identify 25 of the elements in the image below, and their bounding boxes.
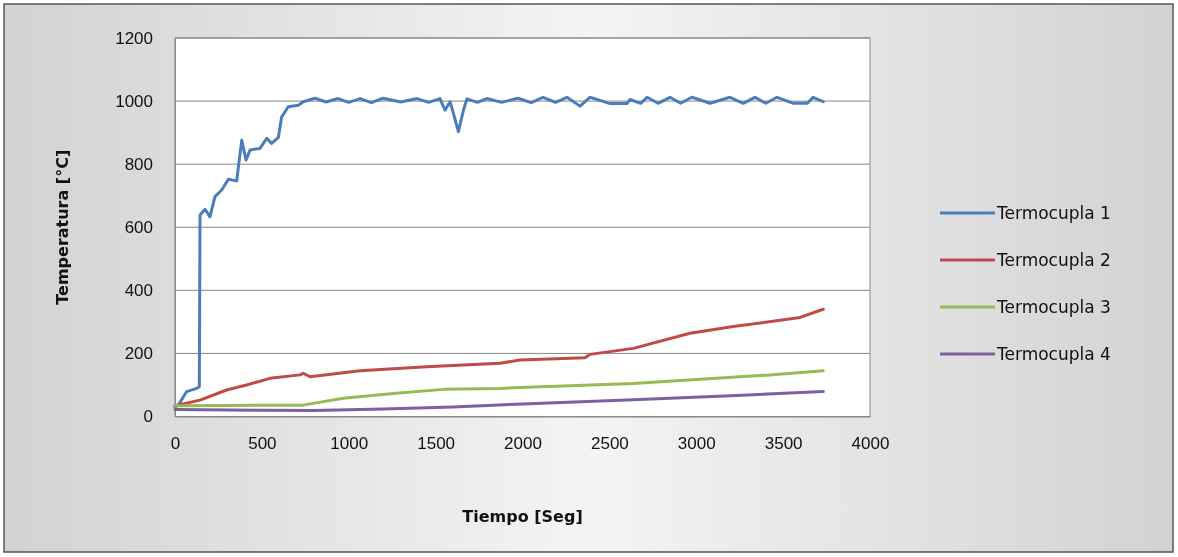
legend-label: Termocupla 4: [996, 343, 1111, 364]
x-axis-title: Tiempo [Seg]: [462, 507, 583, 526]
legend-label: Termocupla 3: [996, 296, 1111, 317]
x-tick-label: 4000: [851, 433, 890, 453]
x-tick-label: 1500: [417, 433, 456, 453]
line-series: [173, 390, 825, 413]
x-tick-label: 2000: [504, 433, 542, 453]
y-axis-title: Temperatura [°C]: [53, 149, 72, 305]
y-tick-label: 0: [143, 407, 153, 427]
legend-label: Termocupla 2: [996, 249, 1111, 270]
x-tick-label: 2500: [590, 433, 629, 453]
x-tick-label: 0: [170, 433, 181, 453]
y-tick-label: 200: [124, 344, 153, 364]
y-tick-label: 600: [124, 218, 153, 238]
x-tick-label: 500: [248, 433, 277, 453]
y-tick-label: 400: [124, 281, 153, 301]
y-tick-label: 1000: [115, 92, 153, 112]
line-series: [173, 95, 825, 409]
x-tick-label: 3000: [677, 433, 716, 453]
y-tick-label: 1200: [115, 28, 153, 48]
line-series: [173, 369, 825, 408]
x-tick-label: 1000: [330, 433, 369, 453]
legend-label: Termocupla 1: [996, 202, 1111, 223]
x-tick-label: 3500: [764, 433, 803, 453]
y-tick-label: 800: [124, 155, 153, 175]
